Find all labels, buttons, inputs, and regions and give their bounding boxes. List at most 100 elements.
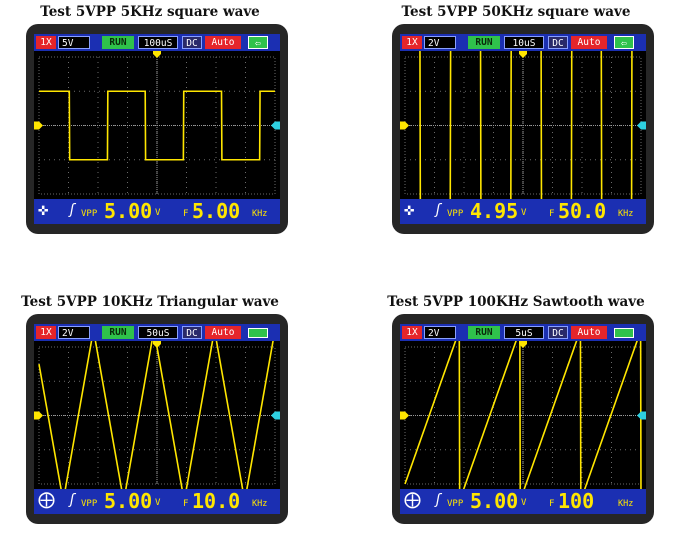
freq-label: F — [183, 209, 189, 219]
oscilloscope-device: 1X 5V RUN 100uS DC Auto ⇦ ✜ ʃ VPP 5.00 V… — [26, 24, 288, 234]
run-status-badge[interactable]: RUN — [468, 36, 500, 49]
coupling-badge[interactable]: DC — [182, 326, 202, 339]
freq-unit: KHz — [252, 499, 268, 509]
scope-screen: 1X 5V RUN 100uS DC Auto ⇦ ✜ ʃ VPP 5.00 V… — [34, 34, 280, 224]
trigger-position-marker — [519, 51, 527, 58]
scope-screen: 1X 2V RUN 5uS DC Auto ⨁ ʃ VPP 5.00 V F 1… — [400, 324, 646, 514]
time-div-field[interactable]: 100uS — [138, 36, 178, 49]
freq-unit: KHz — [252, 209, 268, 219]
status-bar: 1X 2V RUN 5uS DC Auto — [400, 324, 646, 341]
vpp-value: 5.00 — [470, 489, 519, 513]
vpp-label: VPP — [447, 499, 464, 509]
waveform-plot — [400, 341, 646, 489]
run-status-badge[interactable]: RUN — [468, 326, 500, 339]
vpp-label: VPP — [81, 499, 98, 509]
scope-screen: 1X 2V RUN 10uS DC Auto ⇦ ✜ ʃ VPP 4.95 V … — [400, 34, 646, 224]
crosshair-icon[interactable]: ⨁ — [404, 490, 421, 510]
time-div-field[interactable]: 10uS — [504, 36, 544, 49]
freq-unit: KHz — [618, 209, 634, 219]
measurement-bar: ✜ ʃ VPP 4.95 V F 50.0 KHz — [400, 199, 646, 224]
trigger-edge-icon[interactable]: ʃ — [68, 492, 77, 508]
scope-panel-1: Test 5VPP 5KHz square wave 1X 5V RUN 100… — [0, 4, 300, 254]
panel-caption: Test 5VPP 5KHz square wave — [40, 4, 260, 20]
probe-badge[interactable]: 1X — [402, 326, 422, 339]
status-bar: 1X 2V RUN 10uS DC Auto ⇦ — [400, 34, 646, 51]
vpp-unit: V — [155, 498, 161, 508]
freq-unit: KHz — [618, 499, 634, 509]
move-icon[interactable]: ✜ — [38, 200, 49, 220]
scope-panel-2: Test 5VPP 50KHz square wave 1X 2V RUN 10… — [366, 4, 666, 254]
trigger-level-marker — [637, 121, 646, 130]
crosshair-icon[interactable]: ⨁ — [38, 490, 55, 510]
measurement-bar: ⨁ ʃ VPP 5.00 V F 10.0 KHz — [34, 489, 280, 514]
probe-badge[interactable]: 1X — [36, 36, 56, 49]
measurement-bar: ✜ ʃ VPP 5.00 V F 5.00 KHz — [34, 199, 280, 224]
vpp-unit: V — [521, 498, 527, 508]
channel-offset-marker — [34, 121, 43, 130]
freq-value: 50.0 — [558, 199, 607, 223]
trigger-edge-icon[interactable]: ʃ — [434, 492, 443, 508]
run-status-badge[interactable]: RUN — [102, 36, 134, 49]
trigger-mode-badge[interactable]: Auto — [205, 326, 241, 339]
oscilloscope-device: 1X 2V RUN 50uS DC Auto ⨁ ʃ VPP 5.00 V F … — [26, 314, 288, 524]
status-bar: 1X 2V RUN 50uS DC Auto — [34, 324, 280, 341]
trigger-position-marker — [153, 51, 161, 58]
status-bar: 1X 5V RUN 100uS DC Auto ⇦ — [34, 34, 280, 51]
freq-value: 10.0 — [192, 489, 241, 513]
trigger-position-marker — [153, 341, 161, 348]
channel-offset-marker — [400, 411, 409, 420]
waveform-plot — [34, 341, 280, 489]
vpp-unit: V — [521, 208, 527, 218]
volt-div-field[interactable]: 2V — [58, 326, 90, 339]
vpp-unit: V — [155, 208, 161, 218]
time-div-field[interactable]: 50uS — [138, 326, 178, 339]
freq-value: 100 — [558, 489, 595, 513]
panel-caption: Test 5VPP 50KHz square wave — [401, 4, 631, 20]
vpp-value: 5.00 — [104, 199, 153, 223]
coupling-badge[interactable]: DC — [548, 36, 568, 49]
waveform-plot — [34, 51, 280, 195]
time-div-field[interactable]: 5uS — [504, 326, 544, 339]
waveform-trace — [404, 341, 642, 489]
battery-icon — [614, 328, 634, 338]
probe-badge[interactable]: 1X — [36, 326, 56, 339]
battery-icon: ⇦ — [248, 36, 268, 49]
trigger-mode-badge[interactable]: Auto — [571, 326, 607, 339]
trigger-level-marker — [271, 411, 280, 420]
panel-caption: Test 5VPP 100KHz Sawtooth wave — [387, 294, 645, 310]
freq-value: 5.00 — [192, 199, 241, 223]
waveform-plot — [400, 51, 646, 199]
run-status-badge[interactable]: RUN — [102, 326, 134, 339]
trigger-position-marker — [519, 341, 527, 348]
waveform-trace — [39, 90, 275, 161]
battery-icon — [248, 328, 268, 338]
trigger-level-marker — [637, 411, 646, 420]
trigger-level-marker — [271, 121, 280, 130]
coupling-badge[interactable]: DC — [548, 326, 568, 339]
trigger-edge-icon[interactable]: ʃ — [434, 202, 443, 218]
scope-panel-4: Test 5VPP 100KHz Sawtooth wave 1X 2V RUN… — [366, 294, 666, 544]
vpp-label: VPP — [447, 209, 464, 219]
volt-div-field[interactable]: 2V — [424, 36, 456, 49]
battery-icon: ⇦ — [614, 36, 634, 49]
probe-badge[interactable]: 1X — [402, 36, 422, 49]
oscilloscope-device: 1X 2V RUN 5uS DC Auto ⨁ ʃ VPP 5.00 V F 1… — [392, 314, 654, 524]
trigger-edge-icon[interactable]: ʃ — [68, 202, 77, 218]
trigger-mode-badge[interactable]: Auto — [571, 36, 607, 49]
oscilloscope-device: 1X 2V RUN 10uS DC Auto ⇦ ✜ ʃ VPP 4.95 V … — [392, 24, 654, 234]
vpp-value: 5.00 — [104, 489, 153, 513]
volt-div-field[interactable]: 2V — [424, 326, 456, 339]
vpp-label: VPP — [81, 209, 98, 219]
channel-offset-marker — [34, 411, 43, 420]
measurement-bar: ⨁ ʃ VPP 5.00 V F 100 KHz — [400, 489, 646, 514]
scope-panel-3: Test 5VPP 10KHz Triangular wave 1X 2V RU… — [0, 294, 300, 544]
coupling-badge[interactable]: DC — [182, 36, 202, 49]
volt-div-field[interactable]: 5V — [58, 36, 90, 49]
freq-label: F — [549, 209, 555, 219]
freq-label: F — [183, 499, 189, 509]
trigger-mode-badge[interactable]: Auto — [205, 36, 241, 49]
panel-caption: Test 5VPP 10KHz Triangular wave — [21, 294, 279, 310]
freq-label: F — [549, 499, 555, 509]
vpp-value: 4.95 — [470, 199, 519, 223]
move-icon[interactable]: ✜ — [404, 200, 415, 220]
